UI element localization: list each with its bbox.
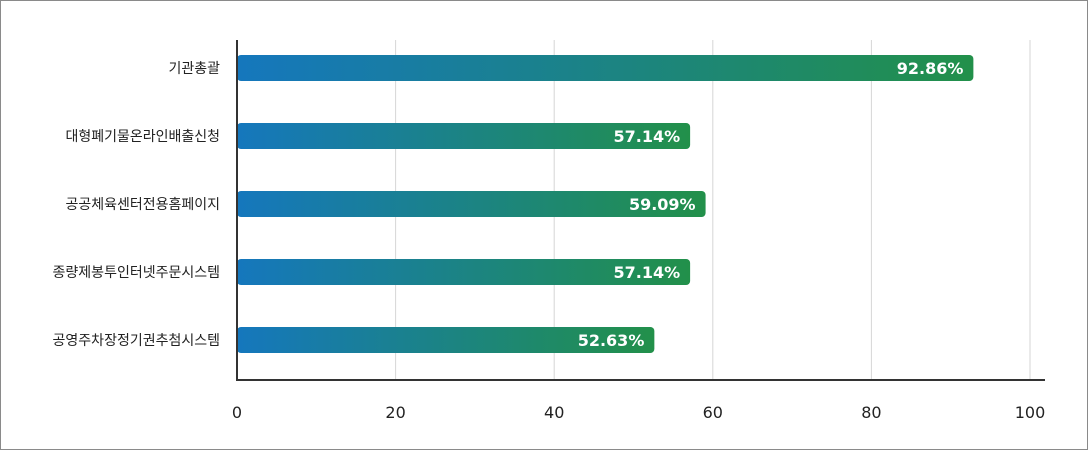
- bar-2: [237, 123, 691, 149]
- x-tick-100: 100: [1015, 403, 1046, 422]
- bars: 92.86% 57.14% 59.09% 57.14% 52.63%: [237, 55, 974, 353]
- x-tick-0: 0: [232, 403, 242, 422]
- x-tick-labels: 0 20 40 60 80 100: [232, 403, 1045, 422]
- bar-1: [237, 55, 974, 81]
- category-label-2: 대형폐기물온라인배출신청: [65, 129, 220, 145]
- bar-5: [237, 327, 655, 353]
- value-label-4: 57.14%: [613, 263, 680, 282]
- category-label-5: 공영주차장정기권추첨시스템: [53, 333, 220, 349]
- axes: [236, 40, 1045, 381]
- category-label-3: 공공체육센터전용홈페이지: [65, 197, 220, 213]
- value-label-1: 92.86%: [897, 59, 964, 78]
- value-label-2: 57.14%: [613, 127, 680, 146]
- x-tick-40: 40: [544, 403, 564, 422]
- category-label-4: 종량제봉투인터넷주문시스템: [53, 265, 220, 281]
- x-tick-20: 20: [385, 403, 405, 422]
- bar-3: [237, 191, 706, 217]
- bar-4: [237, 259, 691, 285]
- category-label-1: 기관총괄: [168, 61, 220, 77]
- category-labels: 기관총괄대형폐기물온라인배출신청공공체육센터전용홈페이지종량제봉투인터넷주문시스…: [53, 61, 221, 349]
- value-label-3: 59.09%: [629, 195, 696, 214]
- x-tick-60: 60: [703, 403, 723, 422]
- x-tick-80: 80: [861, 403, 881, 422]
- value-label-5: 52.63%: [578, 331, 645, 350]
